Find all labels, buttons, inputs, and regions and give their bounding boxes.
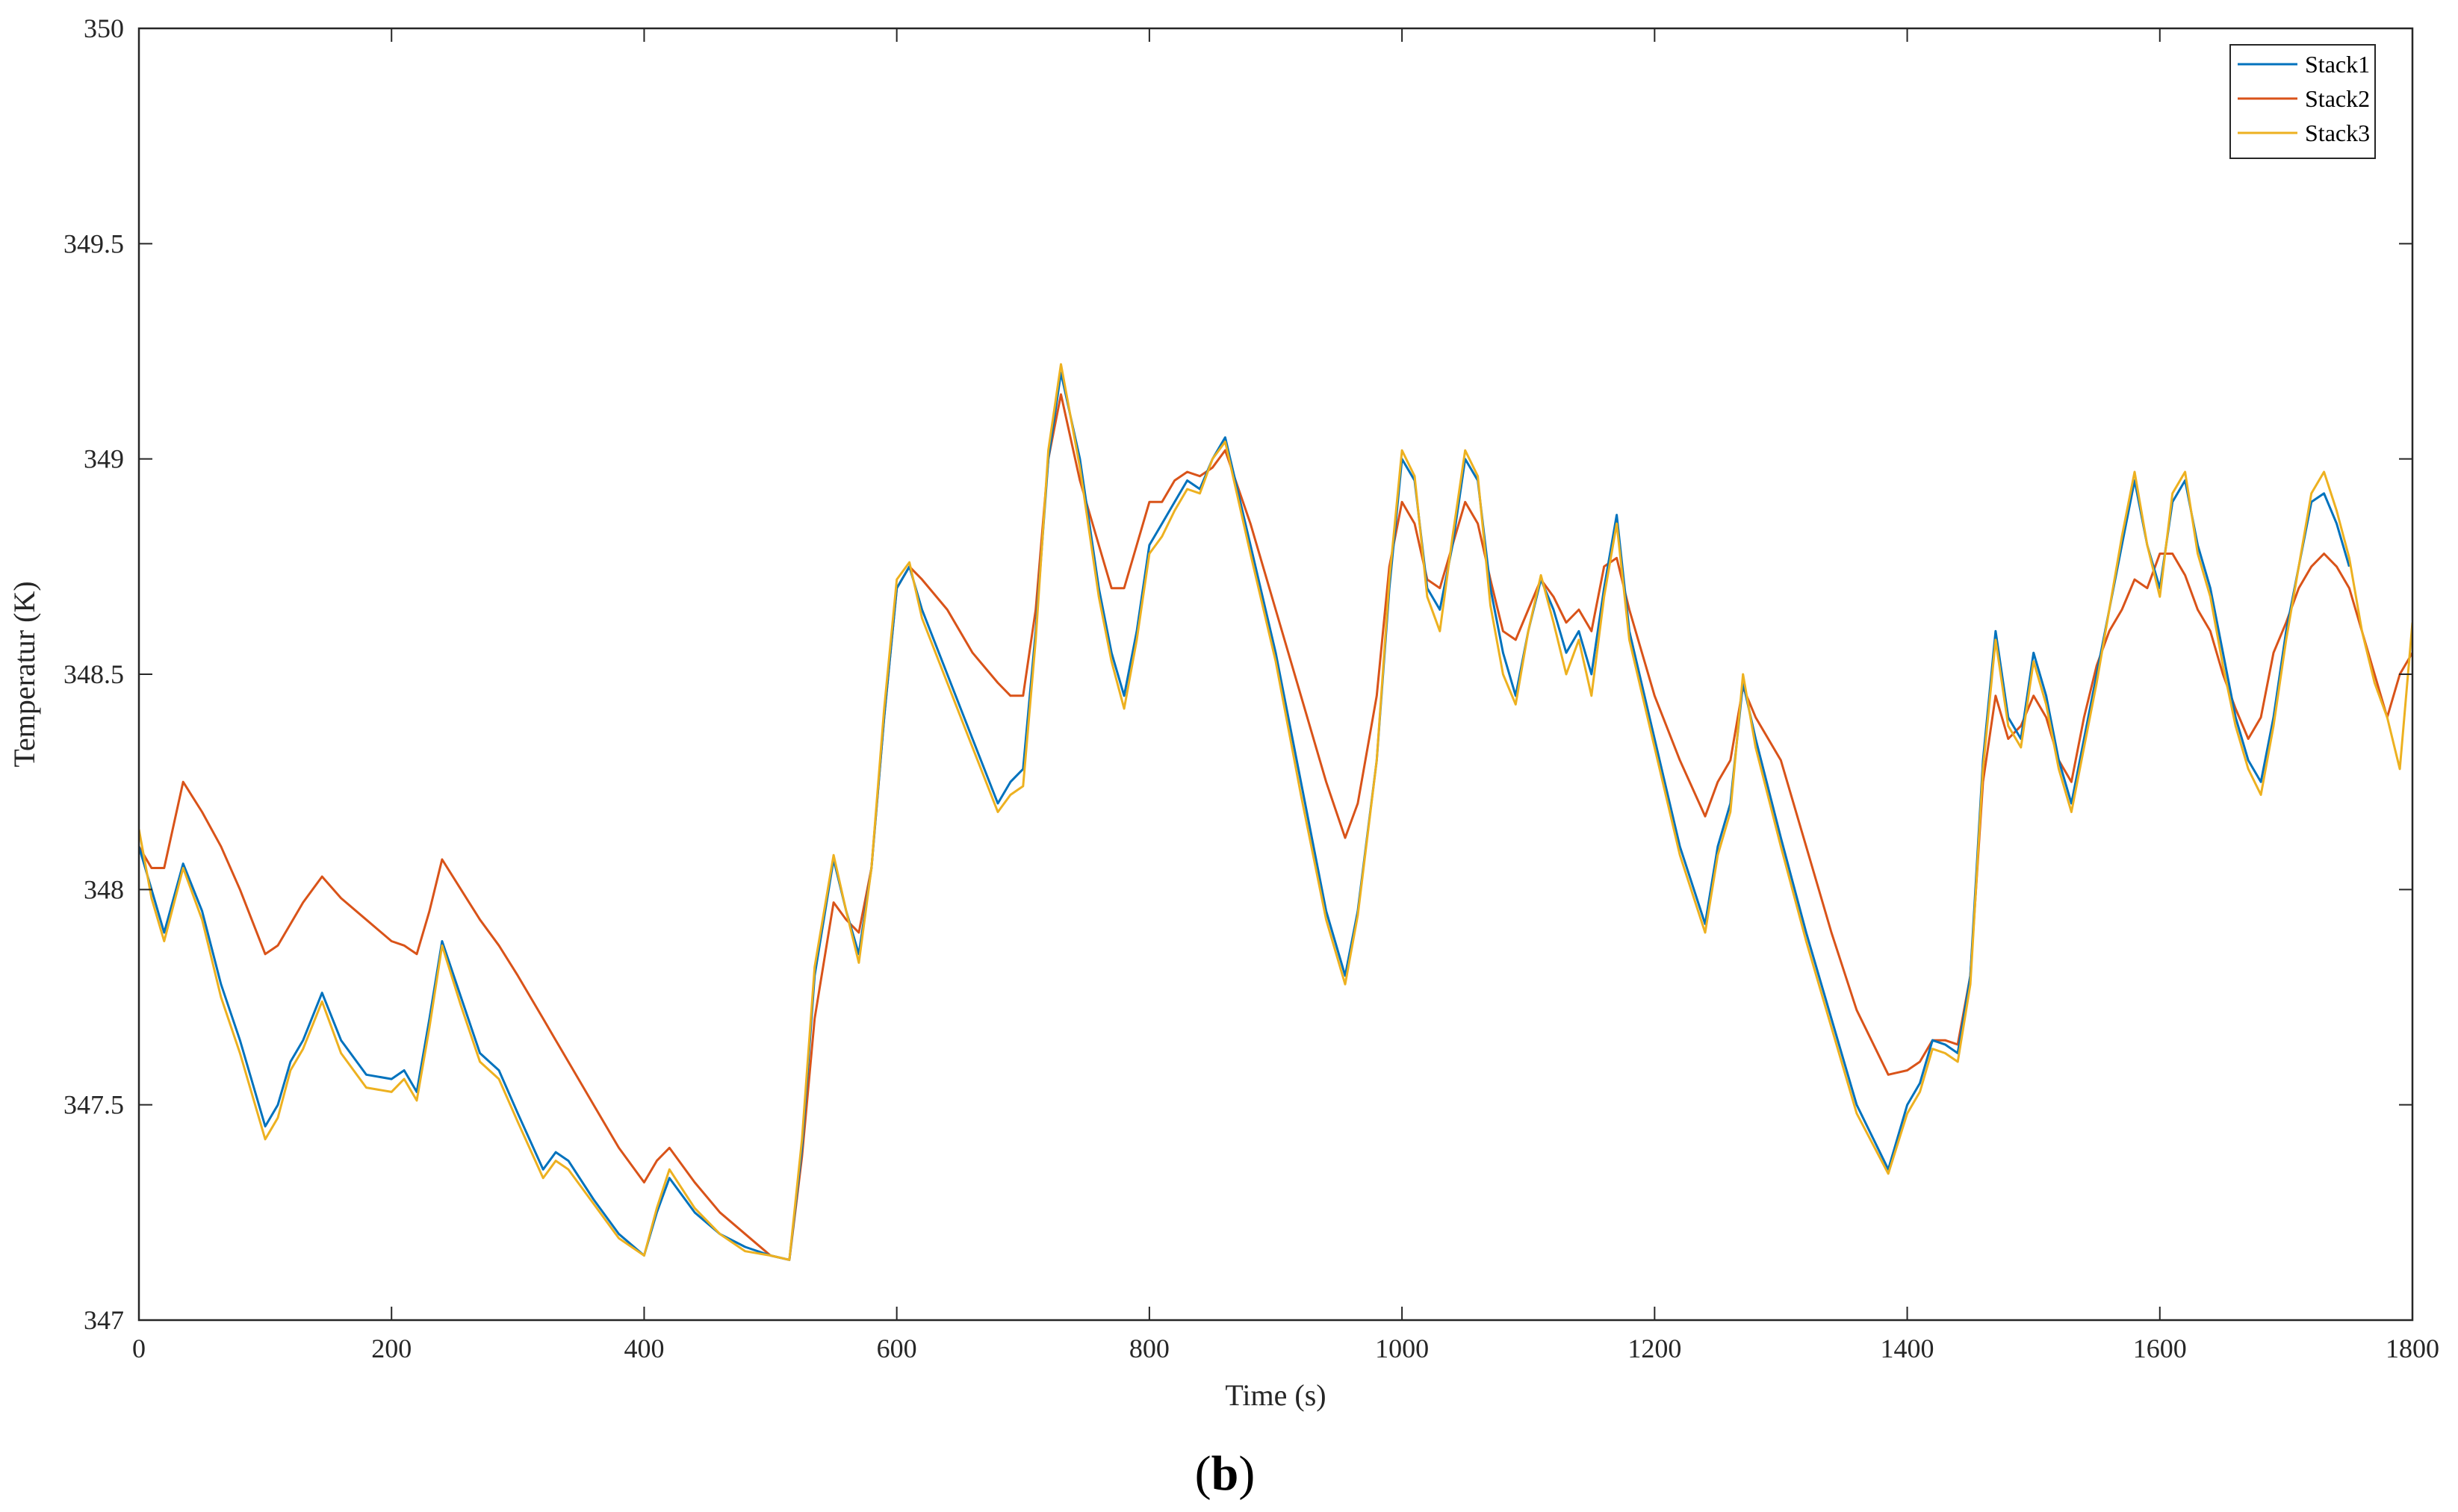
x-tick-label: 400 bbox=[624, 1334, 664, 1363]
panel-label-letter: b bbox=[1211, 1446, 1239, 1501]
y-tick-label: 349 bbox=[84, 444, 124, 474]
y-tick-label: 348.5 bbox=[63, 659, 124, 689]
y-tick-label: 350 bbox=[84, 13, 124, 43]
legend: Stack1 Stack2 Stack3 bbox=[2229, 44, 2376, 159]
x-tick-label: 1400 bbox=[1881, 1334, 1934, 1363]
series-line-stack2 bbox=[139, 393, 2412, 1261]
legend-label-stack3: Stack3 bbox=[2305, 119, 2370, 146]
y-axis-label: Temperatur (K) bbox=[7, 581, 41, 767]
series-layer bbox=[139, 363, 2412, 1261]
x-tick-label: 800 bbox=[1129, 1334, 1170, 1363]
y-tick-label: 348 bbox=[84, 874, 124, 904]
panel-label-open: ( bbox=[1195, 1446, 1211, 1501]
legend-label-stack2: Stack2 bbox=[2305, 85, 2370, 112]
x-tick-label: 1200 bbox=[1627, 1334, 1681, 1363]
x-axis: 0 200 400 600 800 1000 1200 1400 1600 1800 bbox=[132, 28, 2439, 1363]
panel-label: (b) bbox=[1195, 1446, 1256, 1501]
legend-label-stack1: Stack1 bbox=[2305, 51, 2370, 78]
y-tick-label: 347 bbox=[84, 1305, 124, 1335]
x-tick-label: 1000 bbox=[1375, 1334, 1429, 1363]
y-tick-label: 349.5 bbox=[63, 228, 124, 258]
x-tick-label: 600 bbox=[877, 1334, 917, 1363]
x-tick-label: 200 bbox=[371, 1334, 412, 1363]
x-tick-label: 1800 bbox=[2386, 1334, 2439, 1363]
y-axis: 347 347.5 348 348.5 349 349.5 350 bbox=[63, 13, 2412, 1335]
x-tick-label: 0 bbox=[132, 1334, 146, 1363]
x-tick-label: 1600 bbox=[2133, 1334, 2187, 1363]
series-line-stack3 bbox=[139, 363, 2412, 1261]
panel-label-close: ) bbox=[1238, 1446, 1255, 1501]
y-tick-label: 347.5 bbox=[63, 1090, 124, 1120]
x-axis-label: Time (s) bbox=[1225, 1378, 1326, 1412]
series-line-stack1 bbox=[139, 371, 2350, 1261]
